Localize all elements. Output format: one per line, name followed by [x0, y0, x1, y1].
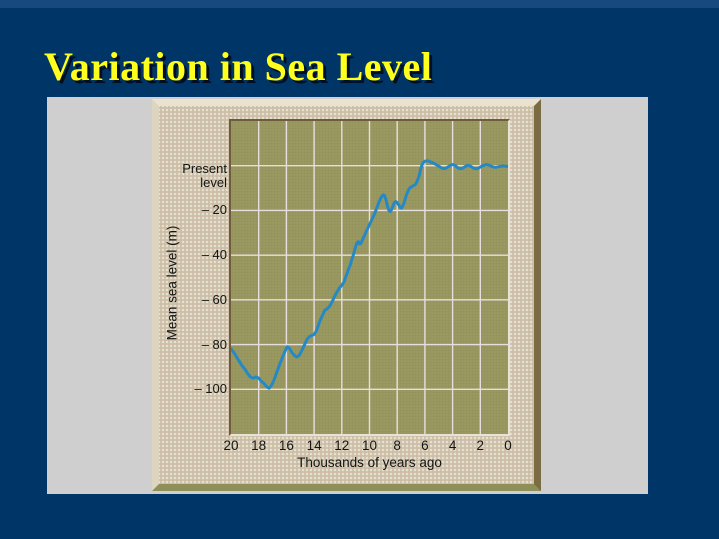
- y-tick-label: – 100: [194, 381, 227, 397]
- figure-panel: Mean sea level (m) Thousands of years ag…: [47, 97, 648, 494]
- x-axis-title: Thousands of years ago: [297, 455, 442, 470]
- slide-title: Variation in Sea Level: [44, 43, 433, 89]
- chart-frame: Mean sea level (m) Thousands of years ag…: [152, 99, 541, 491]
- x-tick-label: 16: [278, 438, 294, 453]
- slide-top-accent-strip: [0, 0, 719, 8]
- x-tick-label: 20: [223, 438, 239, 453]
- y-tick-label: – 80: [201, 336, 227, 352]
- x-tick-label: 12: [334, 438, 350, 453]
- present-level-label: Present level: [182, 160, 227, 190]
- plot-area: [229, 119, 510, 436]
- x-tick-label: 14: [306, 438, 322, 453]
- y-tick-label: – 60: [201, 291, 227, 307]
- x-tick-label: 4: [448, 438, 457, 453]
- x-tick-label: 6: [421, 438, 429, 453]
- y-axis-title: Mean sea level (m): [164, 225, 180, 341]
- sea-level-curve: [231, 159, 508, 390]
- x-tick-label: 18: [251, 438, 267, 453]
- x-tick-label: 0: [504, 438, 512, 453]
- x-tick-label: 10: [361, 438, 378, 453]
- x-tick-label: 8: [393, 438, 401, 453]
- y-tick-label: – 40: [201, 247, 227, 263]
- y-tick-label: – 20: [201, 202, 227, 218]
- sea-level-chart: [231, 121, 508, 434]
- x-tick-label: 2: [476, 438, 485, 453]
